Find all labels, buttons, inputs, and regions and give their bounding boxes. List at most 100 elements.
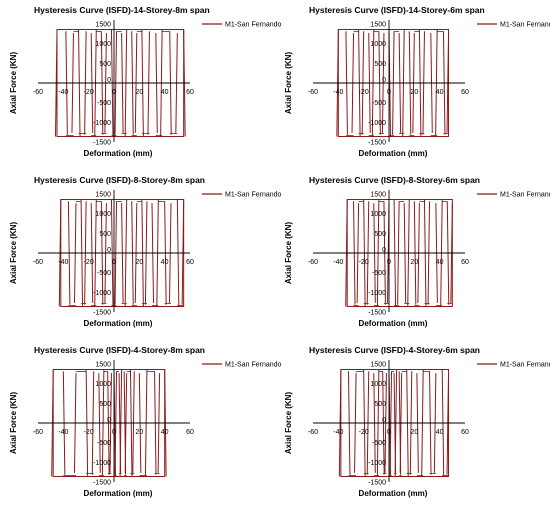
x-axis-label: Deformation (mm) <box>359 489 428 498</box>
y-tick-label: 500 <box>374 231 386 238</box>
x-tick-label: 0 <box>387 259 391 266</box>
y-tick-label: 1500 <box>370 192 386 199</box>
x-tick-label: -20 <box>359 429 369 436</box>
y-tick-label: -500 <box>372 270 386 277</box>
y-tick-label: 1000 <box>370 41 386 48</box>
y-tick-label: -1000 <box>93 120 111 127</box>
x-tick-label: 60 <box>186 89 194 96</box>
x-axis-label: Deformation (mm) <box>359 319 428 328</box>
x-tick-label: -40 <box>333 259 343 266</box>
x-tick-label: 0 <box>112 89 116 96</box>
x-tick-label: 40 <box>436 89 444 96</box>
chart-panel-1: Hysteresis Curve (ISFD)-14-Storey-8m spa… <box>0 0 282 168</box>
y-tick-label: 1500 <box>95 362 111 369</box>
y-tick-label: 500 <box>99 231 111 238</box>
x-tick-label: -40 <box>58 429 68 436</box>
x-tick-label: 40 <box>161 429 169 436</box>
y-tick-label: 500 <box>99 401 111 408</box>
x-tick-label: -60 <box>33 429 43 436</box>
x-tick-label: 60 <box>186 429 194 436</box>
x-tick-label: 40 <box>436 259 444 266</box>
legend-label: M1-San Fernando <box>225 362 282 369</box>
y-axis-label: Axial Force (KN) <box>284 222 293 285</box>
x-tick-label: 60 <box>461 259 469 266</box>
chart-title: Hysteresis Curve (ISFD)-14-Storey-8m spa… <box>34 5 210 15</box>
y-tick-label: 1500 <box>370 362 386 369</box>
x-tick-label: 60 <box>461 429 469 436</box>
chart-svg: Hysteresis Curve (ISFD)-14-Storey-6m spa… <box>284 5 550 158</box>
chart-svg: Hysteresis Curve (ISFD)-4-Storey-8m span… <box>9 345 282 498</box>
y-tick-label: -1500 <box>368 310 386 317</box>
x-tick-label: -60 <box>308 89 318 96</box>
chart-title: Hysteresis Curve (ISFD)-4-Storey-6m span <box>309 345 480 355</box>
y-tick-label: 0 <box>382 417 386 424</box>
x-tick-label: 40 <box>436 429 444 436</box>
y-tick-label: 0 <box>107 417 111 424</box>
chart-panel-6: Hysteresis Curve (ISFD)-4-Storey-6m span… <box>275 340 550 508</box>
x-tick-label: -60 <box>33 89 43 96</box>
y-tick-label: -1500 <box>93 140 111 147</box>
y-tick-label: -500 <box>372 440 386 447</box>
y-tick-label: -1500 <box>368 140 386 147</box>
chart-svg: Hysteresis Curve (ISFD)-4-Storey-6m span… <box>284 345 550 498</box>
y-tick-label: -1500 <box>368 480 386 487</box>
x-tick-label: 20 <box>410 259 418 266</box>
chart-panel-5: Hysteresis Curve (ISFD)-4-Storey-8m span… <box>0 340 282 508</box>
y-tick-label: 0 <box>107 77 111 84</box>
y-tick-label: -1000 <box>368 290 386 297</box>
y-tick-label: -1000 <box>368 460 386 467</box>
chart-panel-4: Hysteresis Curve (ISFD)-8-Storey-6m span… <box>275 170 550 338</box>
chart-title: Hysteresis Curve (ISFD)-8-Storey-6m span <box>309 175 480 185</box>
y-tick-label: 1500 <box>95 192 111 199</box>
x-tick-label: -40 <box>333 429 343 436</box>
x-tick-label: 0 <box>387 429 391 436</box>
x-tick-label: -20 <box>84 429 94 436</box>
x-axis-label: Deformation (mm) <box>359 149 428 158</box>
y-tick-label: -1000 <box>93 460 111 467</box>
y-tick-label: 0 <box>382 77 386 84</box>
x-tick-label: -20 <box>359 89 369 96</box>
x-tick-label: 40 <box>161 259 169 266</box>
x-tick-label: -40 <box>333 89 343 96</box>
y-tick-label: -500 <box>97 270 111 277</box>
y-tick-label: 1000 <box>95 381 111 388</box>
y-tick-label: 1000 <box>370 211 386 218</box>
y-axis-label: Axial Force (KN) <box>9 222 18 285</box>
legend-label: M1-San Fernando <box>500 362 550 369</box>
x-tick-label: 20 <box>135 259 143 266</box>
y-tick-label: 1000 <box>95 211 111 218</box>
x-tick-label: 20 <box>135 429 143 436</box>
x-tick-label: -40 <box>58 89 68 96</box>
x-tick-label: -40 <box>58 259 68 266</box>
chart-title: Hysteresis Curve (ISFD)-4-Storey-8m span <box>34 345 205 355</box>
y-tick-label: 1000 <box>370 381 386 388</box>
chart-svg: Hysteresis Curve (ISFD)-14-Storey-8m spa… <box>9 5 282 158</box>
y-tick-label: 500 <box>374 401 386 408</box>
chart-title: Hysteresis Curve (ISFD)-8-Storey-8m span <box>34 175 205 185</box>
x-tick-label: -20 <box>84 89 94 96</box>
legend-label: M1-San Fernando <box>225 22 282 29</box>
legend-label: M1-San Fernando <box>500 22 550 29</box>
chart-svg: Hysteresis Curve (ISFD)-8-Storey-8m span… <box>9 175 282 328</box>
x-tick-label: -60 <box>33 259 43 266</box>
chart-panel-2: Hysteresis Curve (ISFD)-14-Storey-6m spa… <box>275 0 550 168</box>
chart-panel-3: Hysteresis Curve (ISFD)-8-Storey-8m span… <box>0 170 282 338</box>
x-tick-label: 60 <box>461 89 469 96</box>
y-axis-label: Axial Force (KN) <box>9 52 18 115</box>
legend-label: M1-San Fernando <box>225 192 282 199</box>
x-tick-label: -60 <box>308 259 318 266</box>
y-tick-label: -1500 <box>93 310 111 317</box>
y-tick-label: 500 <box>99 61 111 68</box>
x-tick-label: -20 <box>84 259 94 266</box>
y-tick-label: -1000 <box>93 290 111 297</box>
x-tick-label: 0 <box>387 89 391 96</box>
y-tick-label: 1500 <box>95 22 111 29</box>
y-tick-label: -500 <box>372 100 386 107</box>
y-tick-label: 0 <box>107 247 111 254</box>
y-tick-label: -500 <box>97 100 111 107</box>
x-tick-label: -20 <box>359 259 369 266</box>
y-axis-label: Axial Force (KN) <box>284 52 293 115</box>
x-axis-label: Deformation (mm) <box>84 319 153 328</box>
y-axis-label: Axial Force (KN) <box>284 392 293 455</box>
